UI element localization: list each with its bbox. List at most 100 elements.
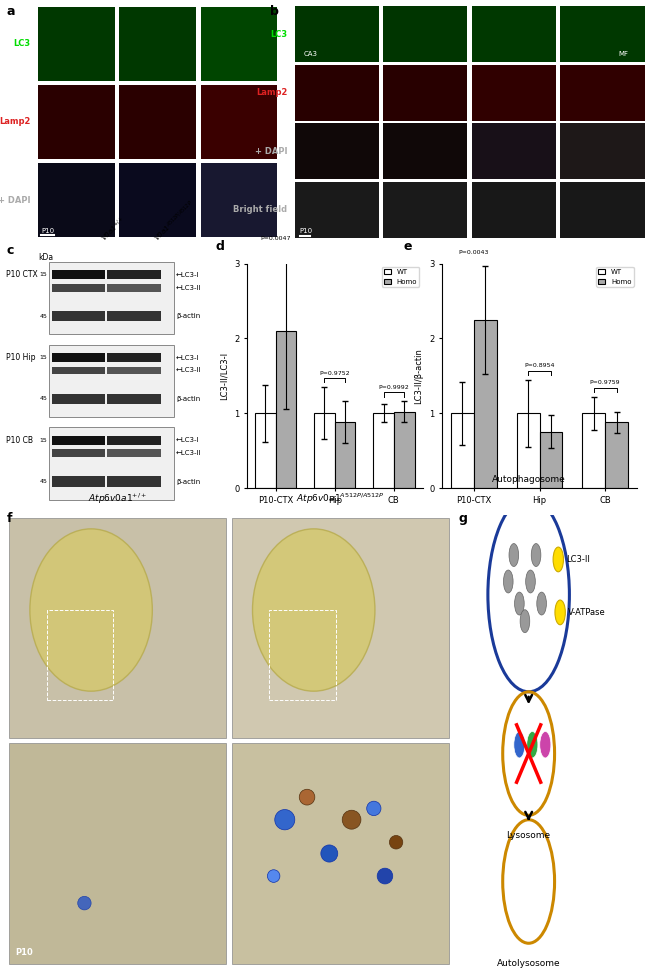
Bar <box>474 319 497 488</box>
Text: ←LC3-II: ←LC3-II <box>176 367 202 374</box>
Text: V0a1$^{A512P/A512P}$: V0a1$^{A512P/A512P}$ <box>152 198 198 244</box>
Bar <box>472 124 556 180</box>
Bar <box>9 518 226 738</box>
Text: + DAPI: + DAPI <box>255 146 287 156</box>
Text: Autolysosome: Autolysosome <box>497 958 560 967</box>
Bar <box>384 65 467 121</box>
Text: Bright field: Bright field <box>233 205 287 215</box>
Text: 45: 45 <box>40 313 47 318</box>
Bar <box>38 85 114 159</box>
Circle shape <box>531 544 541 566</box>
Circle shape <box>555 600 566 625</box>
Ellipse shape <box>30 529 152 691</box>
Circle shape <box>367 801 381 816</box>
Bar <box>51 367 105 375</box>
Bar <box>335 423 356 488</box>
Text: P10: P10 <box>16 949 33 957</box>
Bar <box>49 345 174 417</box>
Bar <box>107 435 161 445</box>
Bar <box>232 744 449 963</box>
Circle shape <box>299 790 315 805</box>
Text: P=0.0047: P=0.0047 <box>261 236 291 241</box>
Text: V-ATPase: V-ATPase <box>567 608 605 617</box>
Circle shape <box>540 731 551 758</box>
Text: kDa: kDa <box>39 253 54 262</box>
Bar <box>38 7 114 81</box>
Text: e: e <box>403 240 411 253</box>
Bar <box>51 476 105 487</box>
Text: ←LC3-I: ←LC3-I <box>176 437 200 443</box>
Bar <box>314 413 335 488</box>
Bar <box>294 65 379 121</box>
Circle shape <box>275 809 295 830</box>
Text: Lamp2: Lamp2 <box>256 88 287 98</box>
Bar <box>560 65 645 121</box>
Bar <box>201 163 277 237</box>
Bar <box>472 182 556 237</box>
Text: a: a <box>6 5 15 18</box>
Text: c: c <box>6 244 14 257</box>
Bar <box>384 182 467 237</box>
Text: Lamp2: Lamp2 <box>0 117 31 127</box>
Circle shape <box>377 869 393 884</box>
Text: d: d <box>215 240 224 253</box>
Bar <box>51 449 105 457</box>
Text: V0a1$^{+/+}$: V0a1$^{+/+}$ <box>99 214 128 244</box>
Bar <box>107 311 161 321</box>
Bar <box>294 6 379 62</box>
Text: ←LC3-II: ←LC3-II <box>176 285 202 291</box>
Text: Atp6v0a1$^{A512P/A512P}$: Atp6v0a1$^{A512P/A512P}$ <box>517 0 599 1</box>
Bar <box>51 393 105 404</box>
Text: 15: 15 <box>40 438 47 443</box>
Bar <box>38 163 114 237</box>
Legend: WT, Homo: WT, Homo <box>596 267 634 287</box>
Text: P10 CB: P10 CB <box>6 435 34 445</box>
Bar <box>47 610 113 700</box>
Circle shape <box>267 870 280 882</box>
Y-axis label: LC3-II/LC3-I: LC3-II/LC3-I <box>220 351 228 400</box>
Bar <box>120 85 196 159</box>
Circle shape <box>389 835 403 849</box>
Bar <box>107 393 161 404</box>
Circle shape <box>553 548 564 572</box>
Bar <box>294 124 379 180</box>
Text: Atp6v0a1$^{+/+}$: Atp6v0a1$^{+/+}$ <box>354 0 409 1</box>
Text: 45: 45 <box>40 479 47 484</box>
Text: ←LC3-II: ←LC3-II <box>176 450 202 456</box>
Text: P10: P10 <box>42 227 55 233</box>
Text: 15: 15 <box>40 355 47 360</box>
Circle shape <box>321 845 338 862</box>
Bar <box>384 124 467 180</box>
Circle shape <box>526 570 536 593</box>
Text: b: b <box>270 5 279 18</box>
Bar <box>582 413 605 488</box>
Circle shape <box>78 896 91 910</box>
Bar <box>560 182 645 237</box>
Circle shape <box>504 570 513 593</box>
Text: P=0.9752: P=0.9752 <box>319 371 350 376</box>
Text: P10 CTX: P10 CTX <box>6 270 38 279</box>
Bar <box>51 435 105 445</box>
Bar <box>560 6 645 62</box>
Text: LC3: LC3 <box>14 39 31 49</box>
Bar <box>605 423 628 488</box>
Text: Lysosome: Lysosome <box>506 831 551 839</box>
Bar <box>9 744 226 963</box>
Text: P=0.9992: P=0.9992 <box>378 385 410 390</box>
Bar <box>107 270 161 279</box>
Bar <box>276 331 296 488</box>
Text: P=0.0043: P=0.0043 <box>459 250 489 255</box>
Text: P=0.9759: P=0.9759 <box>590 381 621 386</box>
Text: 15: 15 <box>40 272 47 277</box>
Text: Autophagosome: Autophagosome <box>492 475 566 484</box>
Bar <box>384 6 467 62</box>
Circle shape <box>342 810 361 830</box>
Bar <box>394 412 415 488</box>
Bar <box>451 413 474 488</box>
Text: f: f <box>6 512 12 525</box>
Bar <box>472 6 556 62</box>
Circle shape <box>515 592 524 615</box>
Bar <box>107 449 161 457</box>
Bar <box>107 353 161 362</box>
Bar <box>517 413 540 488</box>
